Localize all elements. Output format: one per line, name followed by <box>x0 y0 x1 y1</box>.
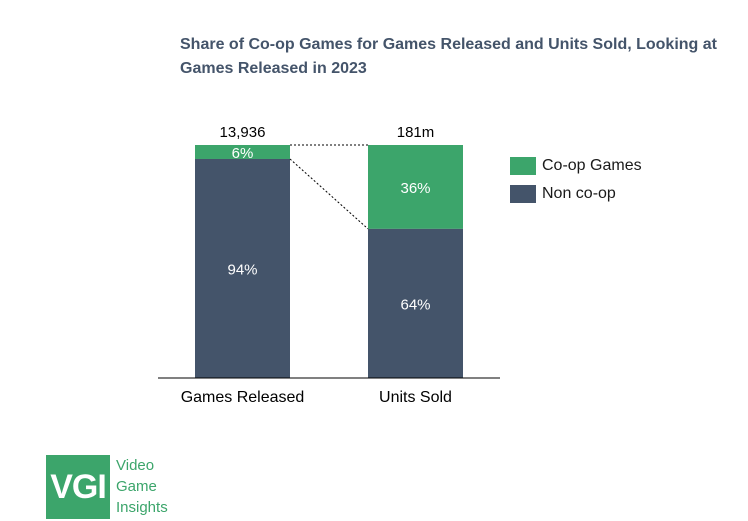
legend-swatch-non-coop <box>510 185 536 203</box>
chart-title: Share of Co-op Games for Games Released … <box>180 36 717 77</box>
data-label-coop-1: 36% <box>400 180 430 197</box>
total-label-1: 181m <box>397 124 435 141</box>
legend-item-coop: Co-op Games <box>510 152 642 180</box>
data-label-non-coop-0: 94% <box>227 261 257 278</box>
category-label-0: Games Released <box>181 389 305 406</box>
bar-segment-non-coop-1 <box>368 228 463 378</box>
legend: Co-op Games Non co-op <box>510 152 642 208</box>
logo-line-game: Game <box>116 478 157 495</box>
legend-swatch-coop <box>510 157 536 175</box>
logo-line-insights: Insights <box>116 499 168 516</box>
bar-segment-coop-1 <box>368 145 463 229</box>
bar-segment-coop-0 <box>195 145 290 159</box>
logo-wordmark: Video Game Insights <box>116 455 168 518</box>
vgi-logo: VGI Video Game Insights <box>46 455 168 519</box>
legend-item-non-coop: Non co-op <box>510 180 642 208</box>
bar-segment-non-coop-0 <box>195 158 290 378</box>
data-label-coop-0: 6% <box>232 145 254 162</box>
legend-label-non-coop: Non co-op <box>542 185 616 202</box>
logo-mark: VGI <box>46 455 110 519</box>
data-label-non-coop-1: 64% <box>400 296 430 313</box>
total-label-0: 13,936 <box>220 124 266 141</box>
legend-label-coop: Co-op Games <box>542 157 642 174</box>
connector-boundary <box>289 158 369 230</box>
logo-line-video: Video <box>116 457 155 474</box>
category-label-1: Units Sold <box>379 389 452 406</box>
